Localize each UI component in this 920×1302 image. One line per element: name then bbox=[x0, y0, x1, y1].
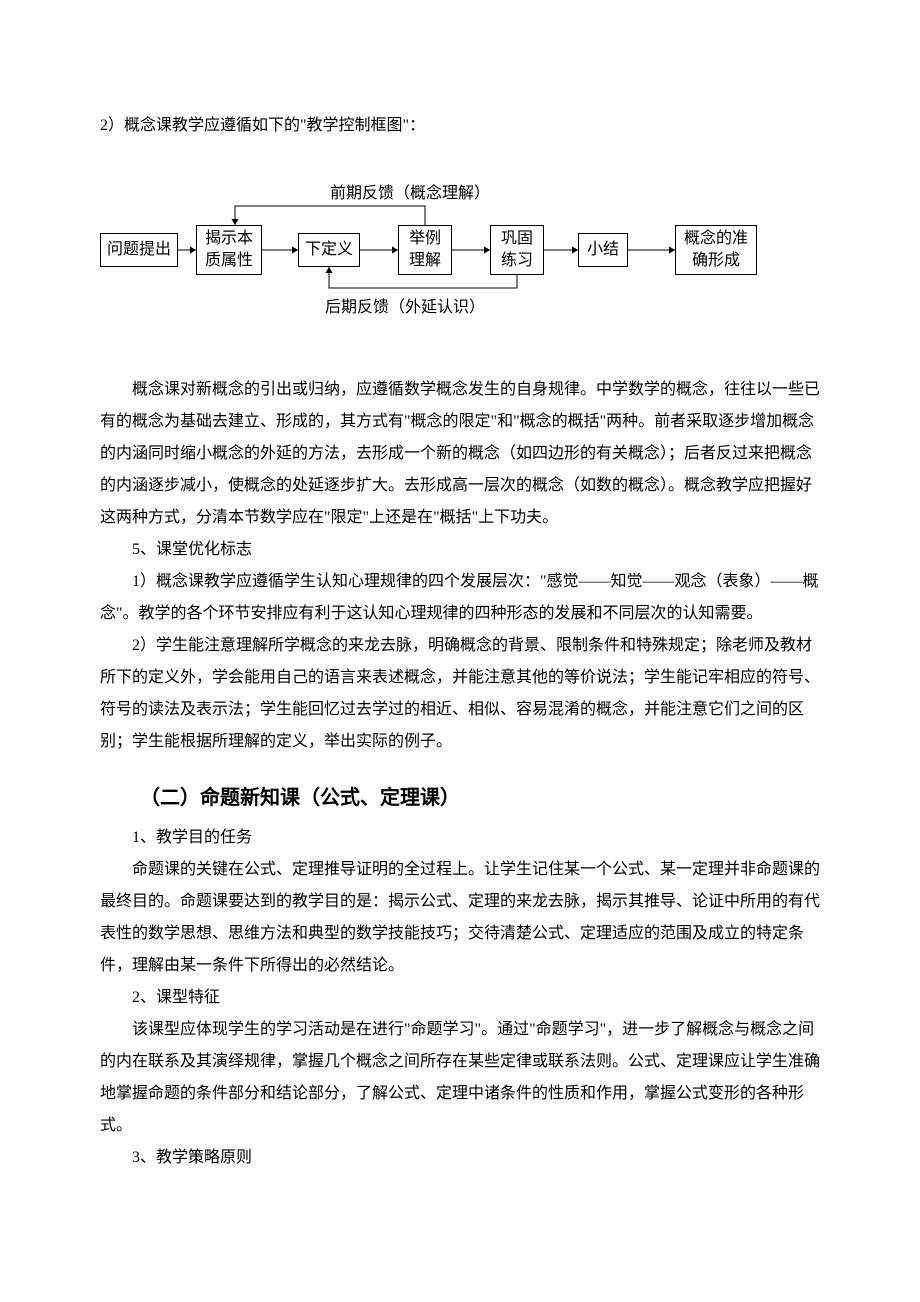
body-paragraph: 1）概念课教学应遵循学生认知心理规律的四个发展层次："感觉——知觉——观念（表象… bbox=[100, 566, 820, 630]
flow-node-n1: 问题提出 bbox=[100, 233, 178, 267]
flow-node-n5: 巩固练习 bbox=[490, 225, 544, 275]
body-paragraph: 1、教学目的任务 bbox=[100, 822, 820, 854]
paragraph-group-a: 概念课对新概念的引出或归纳，应遵循数学概念发生的自身规律。中学数学的概念，往往以… bbox=[100, 374, 820, 758]
flow-node-n2: 揭示本质属性 bbox=[196, 225, 262, 275]
intro-line: 2）概念课教学应遵循如下的"教学控制框图"： bbox=[100, 110, 820, 142]
body-paragraph: 5、课堂优化标志 bbox=[100, 534, 820, 566]
flow-feedback-label-top: 前期反馈（概念理解） bbox=[300, 178, 520, 210]
flow-node-n6: 小结 bbox=[578, 233, 628, 267]
flow-node-n3: 下定义 bbox=[298, 233, 360, 267]
flow-node-n7: 概念的准确形成 bbox=[675, 225, 757, 275]
flow-feedback-label-bottom: 后期反馈（外延认识） bbox=[295, 292, 515, 324]
body-paragraph: 2）学生能注意理解所学概念的来龙去脉，明确概念的背景、限制条件和特殊规定；除老师… bbox=[100, 630, 820, 758]
body-paragraph: 2、课型特征 bbox=[100, 982, 820, 1014]
section-2-title: （二）命题新知课（公式、定理课） bbox=[100, 778, 820, 818]
body-paragraph: 概念课对新概念的引出或归纳，应遵循数学概念发生的自身规律。中学数学的概念，往往以… bbox=[100, 374, 820, 534]
body-paragraph: 命题课的关键在公式、定理推导证明的全过程上。让学生记住某一个公式、某一定理并非命… bbox=[100, 854, 820, 982]
body-paragraph: 3、教学策略原则 bbox=[100, 1142, 820, 1174]
body-paragraph: 该课型应体现学生的学习活动是在进行"命题学习"。通过"命题学习"，进一步了解概念… bbox=[100, 1014, 820, 1142]
teaching-control-flowchart: 前期反馈（概念理解） 后期反馈（外延认识） 问题提出揭示本质属性 下定义 举例理解巩固… bbox=[100, 178, 820, 338]
paragraph-group-b: 1、教学目的任务命题课的关键在公式、定理推导证明的全过程上。让学生记住某一个公式… bbox=[100, 822, 820, 1174]
flow-node-n4: 举例理解 bbox=[398, 225, 452, 275]
